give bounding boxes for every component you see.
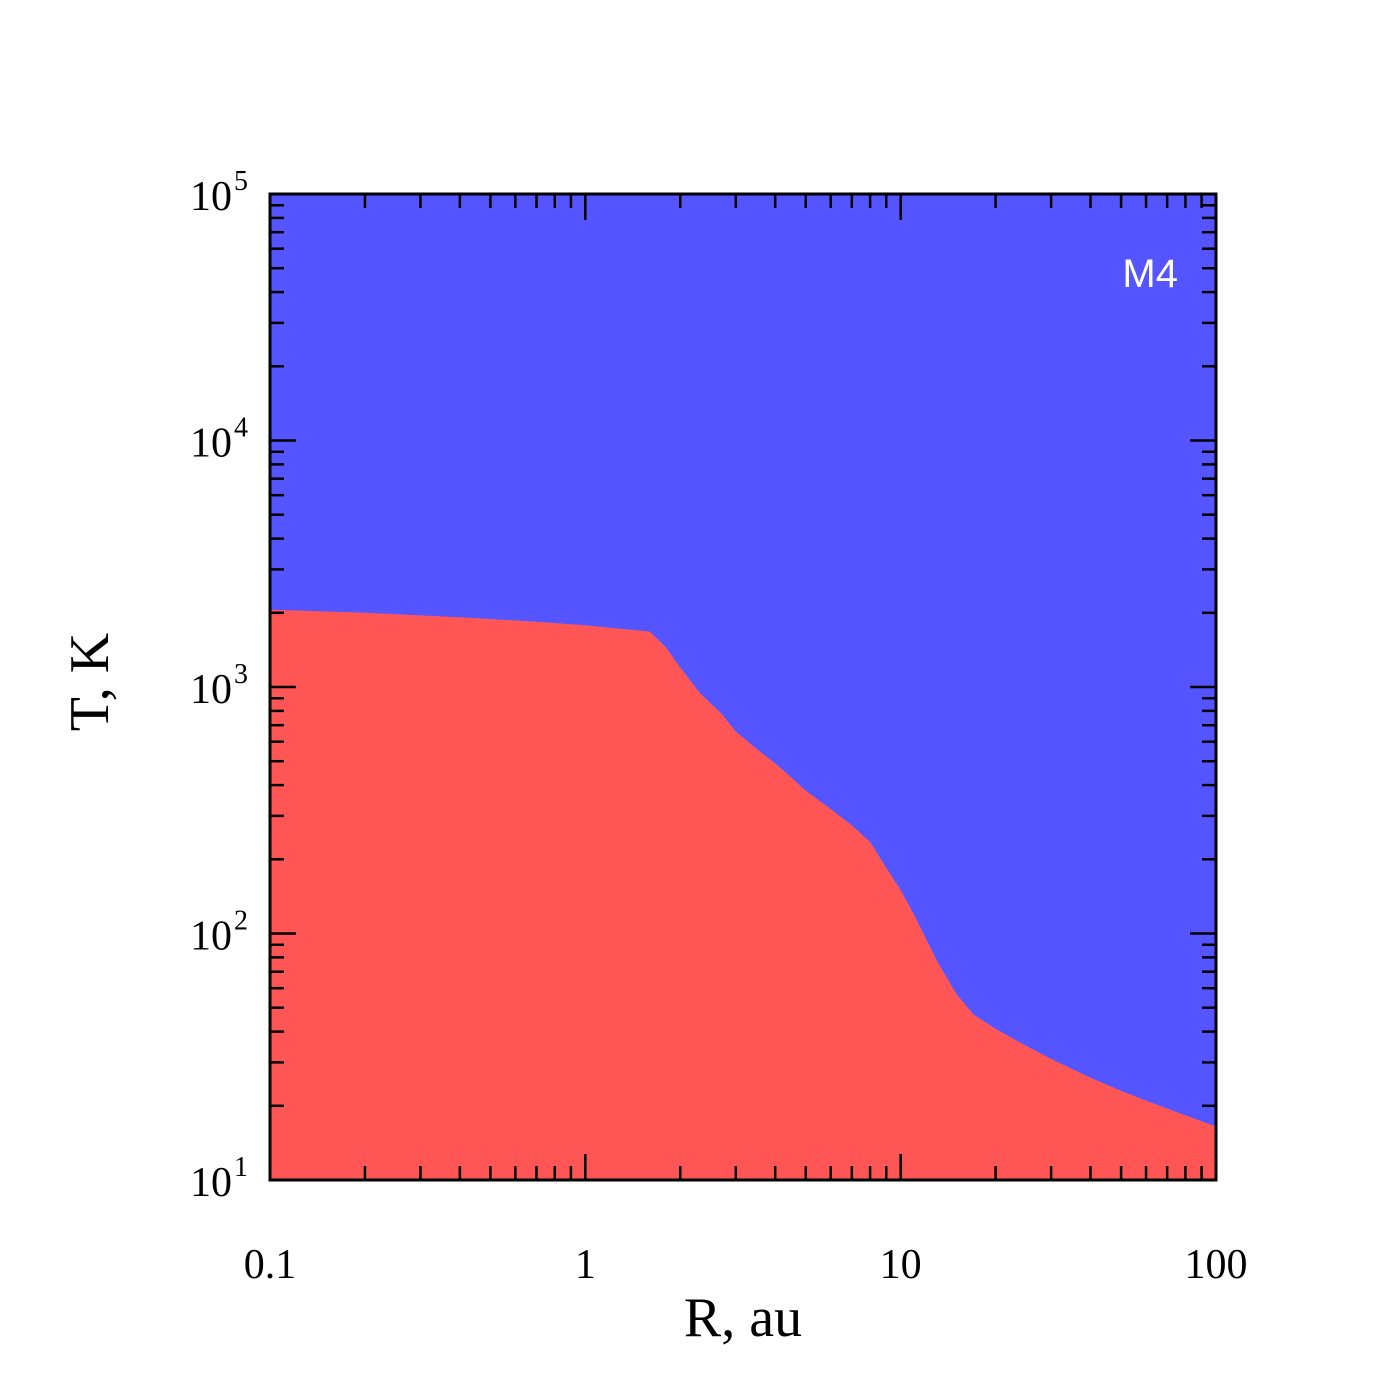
y-tick-label: 10 xyxy=(190,667,232,713)
plot-frame xyxy=(268,192,1218,1182)
plot-area xyxy=(270,194,1216,1180)
y-tick-exponent: 3 xyxy=(234,659,248,690)
y-tick-exponent: 5 xyxy=(234,166,248,197)
y-tick-exponent: 4 xyxy=(234,413,248,444)
y-tick-label: 10 xyxy=(190,421,232,467)
x-tick-label: 0.1 xyxy=(244,1242,297,1288)
y-tick-label: 10 xyxy=(190,1160,232,1206)
x-axis-title: R, au xyxy=(684,1287,802,1349)
x-tick-label: 100 xyxy=(1185,1242,1248,1288)
ticks xyxy=(268,192,1218,1182)
y-tick-exponent: 1 xyxy=(234,1152,248,1183)
y-axis-title: T, K xyxy=(59,633,121,732)
lower-region xyxy=(270,609,1216,1180)
y-tick-exponent: 2 xyxy=(234,906,248,937)
y-tick-label: 10 xyxy=(190,174,232,220)
x-tick-label: 10 xyxy=(880,1242,922,1288)
y-tick-label: 10 xyxy=(190,914,232,960)
x-tick-label: 1 xyxy=(575,1242,596,1288)
panel-label: M4 xyxy=(1122,252,1178,296)
